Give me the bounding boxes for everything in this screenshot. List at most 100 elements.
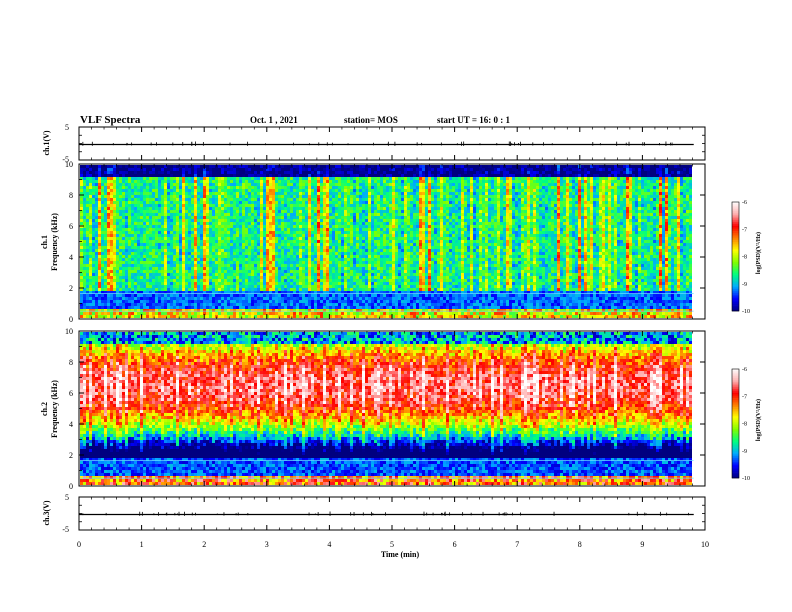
cb1-swatch	[732, 211, 739, 214]
spec2-empty-region	[693, 332, 704, 485]
cb2-swatch	[732, 372, 739, 375]
yt1-tick-label: 6	[69, 222, 73, 231]
yt2-tick-label: 8	[69, 358, 73, 367]
cb2-swatch	[732, 374, 739, 377]
time-tick-label: 0	[77, 540, 81, 549]
cb2-swatch	[732, 419, 739, 422]
cb1-swatch	[732, 261, 739, 265]
yt1-tick-label: 0	[69, 315, 73, 324]
cb1-swatch	[732, 272, 739, 275]
cb1-swatch	[732, 205, 739, 208]
cb1-swatch	[732, 301, 739, 305]
cb2-swatch	[732, 458, 739, 461]
cb2-swatch	[732, 463, 739, 466]
ch2-colorbar: -6 -7 -8 -9 -10	[731, 367, 750, 482]
ch1-spectrogram-image	[80, 165, 704, 318]
cb2-swatch	[732, 390, 739, 393]
cb1-swatch	[732, 265, 739, 268]
yt2-tick-label: 6	[69, 389, 73, 398]
header-date: Oct. 1 , 2021	[250, 115, 298, 125]
cb2-swatch	[732, 412, 739, 415]
cb1-swatch	[732, 251, 739, 254]
cb1-swatch	[732, 300, 739, 303]
cb2-swatch	[732, 423, 739, 426]
yt1-tick-label: 4	[69, 253, 73, 262]
cb1-swatch	[732, 243, 739, 246]
cb2-swatch	[732, 438, 739, 441]
cb1-swatch	[732, 307, 739, 310]
ch2-spectrogram-image	[80, 332, 704, 485]
cb2-swatch	[732, 434, 739, 437]
ch1-waveform-spikes	[79, 126, 705, 161]
time-tick-label: 1	[140, 540, 144, 549]
cb2-swatch	[732, 425, 739, 428]
cb1-swatch	[732, 212, 739, 216]
cb2-swatch	[732, 443, 739, 446]
cb2-swatch	[732, 450, 739, 453]
ch1-spectrogram-ylabel-frequency: Frequency (kHz)	[50, 213, 59, 271]
cb1-swatch	[732, 287, 739, 290]
yt2-tick-label: 10	[65, 327, 73, 336]
cb2-swatch	[732, 470, 739, 473]
cb2-swatch	[732, 427, 739, 430]
cb2-swatch	[732, 456, 739, 459]
time-tick-label: 6	[453, 540, 457, 549]
cb1-tick-label: -10	[742, 309, 750, 315]
ch3-ytick-top: 5	[65, 493, 69, 502]
ch3-ytick-bottom: -5	[62, 525, 69, 534]
cb2-swatch	[732, 385, 739, 388]
cb1-swatch	[732, 258, 739, 261]
cb2-swatch	[732, 403, 739, 406]
cb1-tick-label: -7	[742, 227, 747, 233]
cb2-swatch	[732, 399, 739, 402]
cb1-swatch	[732, 223, 739, 226]
cb2-tick-label: -10	[742, 476, 750, 482]
cb2-swatch	[732, 398, 739, 401]
cb2-swatch	[732, 401, 739, 404]
cb1-swatch	[732, 218, 739, 221]
cb2-swatch	[732, 468, 739, 472]
ch2-colorbar-label: log(PSD)(V²/Hz)	[755, 399, 762, 441]
panel-ch3-waveform: 5 -5 ch.3(V)	[42, 493, 706, 534]
cb2-swatch	[732, 467, 739, 470]
time-tick-label: 5	[390, 540, 394, 549]
cb1-swatch	[732, 283, 739, 286]
cb2-swatch	[732, 445, 739, 448]
cb2-tick-label: -6	[742, 367, 747, 373]
cb1-swatch	[732, 280, 739, 283]
cb2-tick-label: -9	[742, 449, 747, 455]
cb1-swatch	[732, 247, 739, 250]
cb2-swatch	[732, 465, 739, 468]
cb2-swatch	[732, 379, 739, 383]
cb2-swatch	[732, 430, 739, 433]
cb2-swatch	[732, 392, 739, 395]
cb1-tick-label: -6	[742, 200, 747, 206]
cb1-swatch	[732, 236, 739, 239]
cb2-swatch	[732, 369, 739, 372]
yt1-tick-label: 2	[69, 284, 73, 293]
cb2-tick-label: -8	[742, 422, 747, 428]
cb1-swatch	[732, 256, 739, 259]
cb2-swatch	[732, 378, 739, 381]
cb2-swatch	[732, 416, 739, 419]
time-tick-label: 3	[265, 540, 269, 549]
cb1-swatch	[732, 298, 739, 301]
spec2-cells	[80, 332, 692, 485]
time-tick-label: 10	[701, 540, 709, 549]
cb2-swatch	[732, 410, 739, 413]
cb2-swatch	[732, 387, 739, 390]
spec1-empty-region	[693, 165, 704, 318]
cb2-swatch	[732, 436, 739, 439]
cb2-swatch	[732, 414, 739, 417]
cb1-swatch	[732, 231, 739, 234]
cb2-swatch	[732, 388, 739, 392]
yt1-tick-label: 8	[69, 191, 73, 200]
header-start-time: start UT = 16: 0 : 1	[437, 115, 510, 125]
cb1-frame	[731, 201, 740, 312]
cb2-swatch	[732, 394, 739, 397]
cb1-swatch	[732, 202, 739, 205]
cb1-swatch	[732, 221, 739, 225]
cb2-swatch	[732, 376, 739, 379]
figure-title: VLF Spectra	[80, 114, 141, 126]
cb2-swatch	[732, 383, 739, 386]
